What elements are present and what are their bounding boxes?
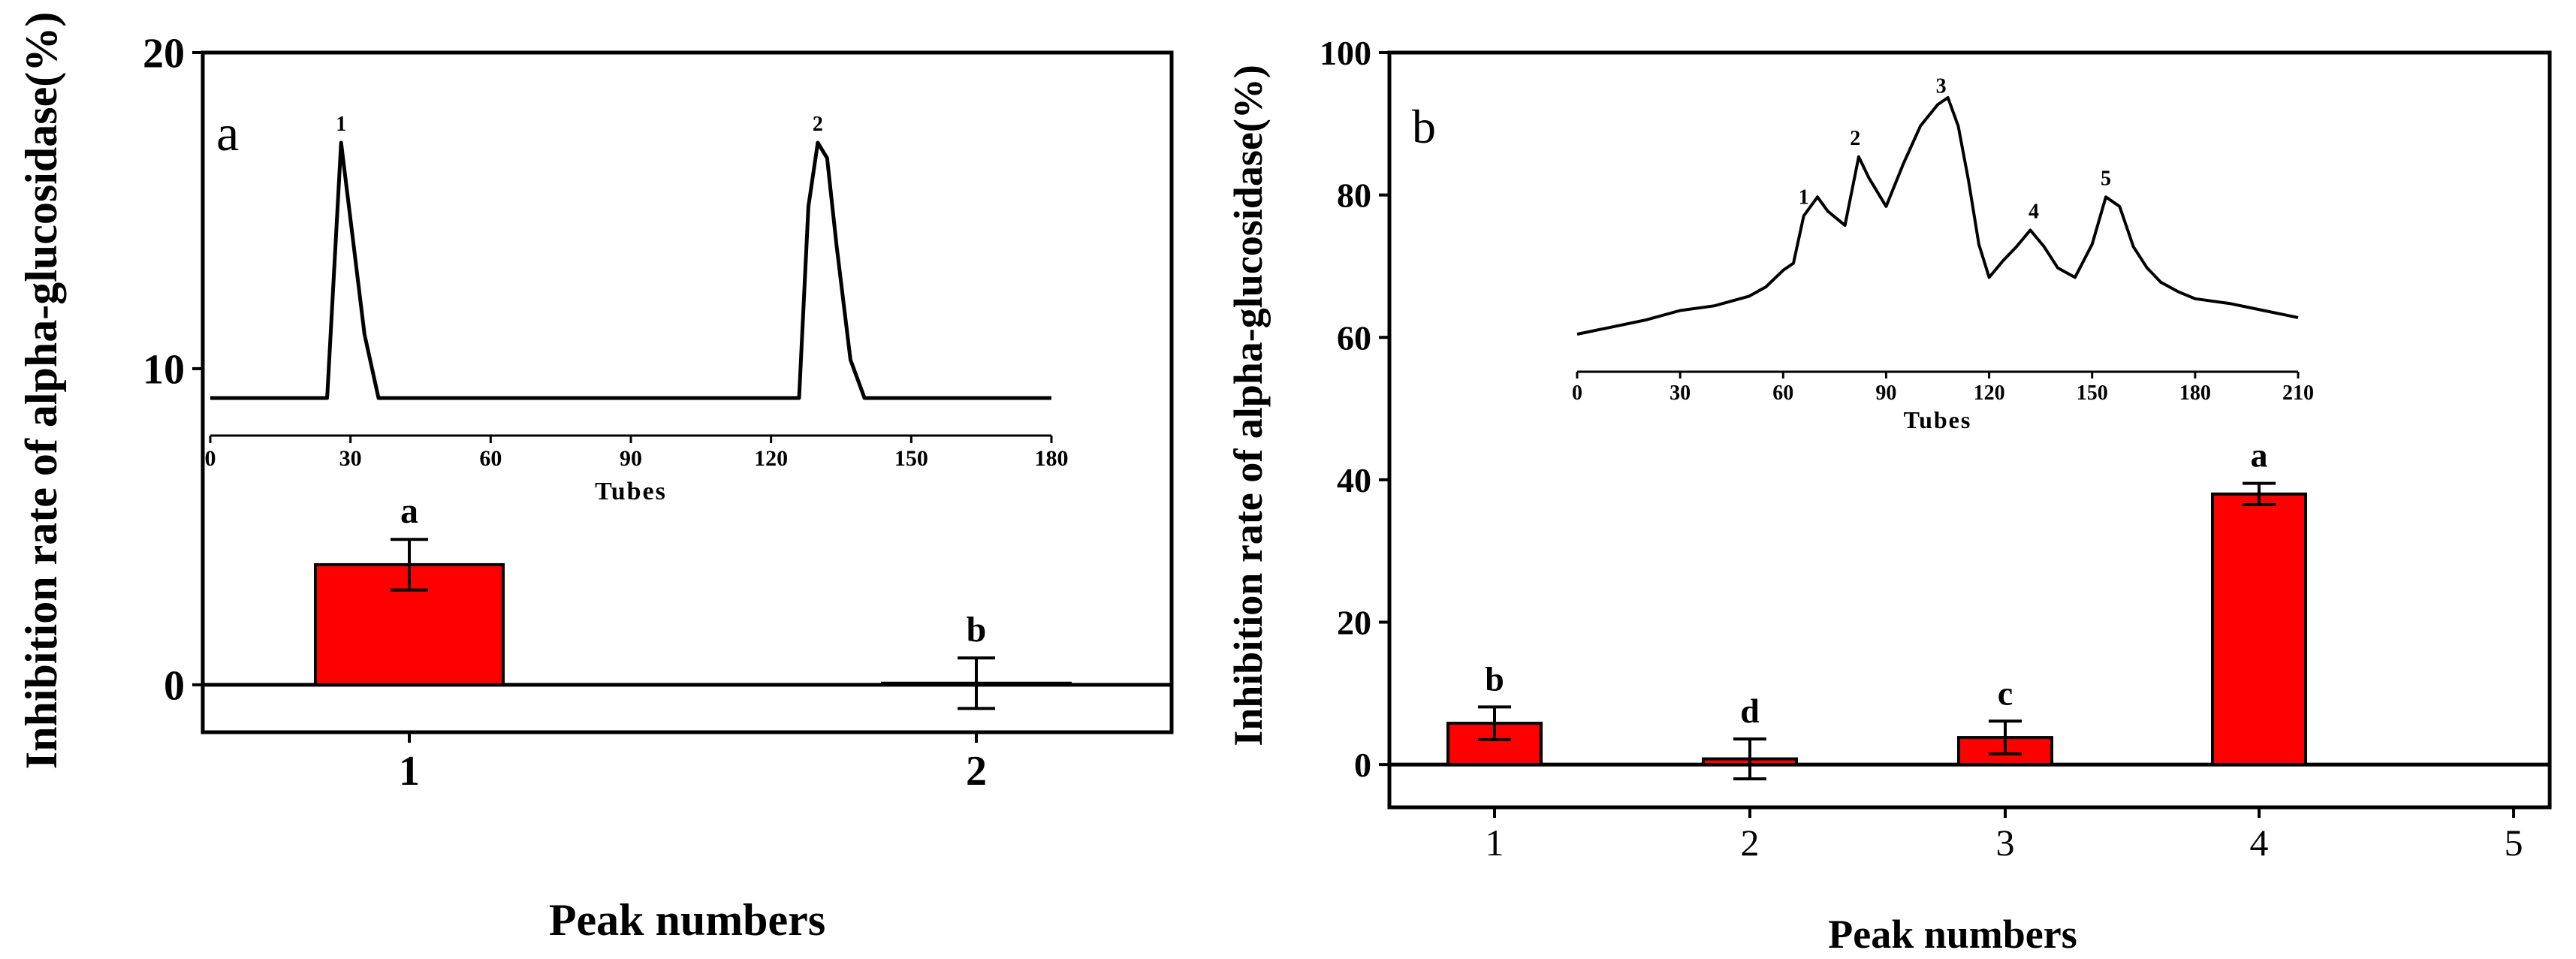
- panel-a-inset-xtick-label: 180: [1035, 446, 1069, 471]
- panel-b-significance-letter-4: a: [2251, 436, 2268, 475]
- panel-a-inset-elution-curve: [210, 140, 1051, 400]
- panel-a-ytick-label: 20: [143, 31, 185, 77]
- panel-a-inset-x-axis-label: Tubes: [595, 478, 667, 505]
- panel-a-significance-letter-2: b: [967, 610, 987, 650]
- panel-b-inset-xtick-label: 60: [1772, 381, 1793, 405]
- panel-a-xtick-label: 2: [966, 748, 987, 795]
- panel-b-inset-peak-label-3: 3: [1936, 74, 1947, 98]
- panel-a-inset-xtick-label: 120: [754, 446, 788, 471]
- panel-b-xtick-label: 5: [2505, 822, 2523, 864]
- panel-b-ytick-label: 40: [1337, 461, 1371, 499]
- panel-a-inset-xtick-label: 150: [894, 446, 928, 471]
- panel-a-inset-xtick-label: 0: [205, 446, 216, 471]
- panel-a-significance-letter-1: a: [400, 491, 418, 531]
- panel-a-ytick-label: 0: [164, 662, 185, 709]
- panel-b-significance-letter-2: d: [1740, 692, 1760, 730]
- panel-a-inset-xtick-label: 60: [479, 446, 502, 471]
- panel-a-ytick-label: 10: [143, 347, 185, 394]
- panel-b-xtick-label: 1: [1486, 822, 1504, 864]
- panel-b-xtick-label: 4: [2250, 822, 2269, 864]
- panel-b-inset-xtick-label: 120: [1974, 381, 2005, 405]
- panel-a-inset-peak-label-1: 1: [336, 113, 346, 136]
- panel-b-inset-peak-label-2: 2: [1850, 127, 1860, 150]
- panel-b-inset-xtick-label: 90: [1875, 381, 1896, 405]
- panel-a-inset-xtick-label: 30: [339, 446, 362, 471]
- panel-b-ytick-label: 80: [1337, 176, 1371, 215]
- panel-b-inset-peak-label-5: 5: [2101, 167, 2111, 190]
- panel-b-y-axis-label: Inhibition rate of alpha-glucosidase(%): [1226, 65, 1271, 746]
- panel-b-letter: b: [1412, 100, 1436, 153]
- panel-b-inset-xtick-label: 150: [2077, 381, 2108, 405]
- panel-a-x-axis-label: Peak numbers: [549, 895, 825, 945]
- panel-b-significance-letter-1: b: [1485, 659, 1504, 698]
- panel-b-inset-xtick-label: 0: [1572, 381, 1582, 405]
- panel-b-xtick-label: 3: [1996, 822, 2015, 864]
- panel-a-y-axis-label: Inhibition rate of alpha-glucosidase(%): [17, 12, 66, 769]
- panel-a-inset-peak-label-2: 2: [813, 113, 823, 136]
- panel-a-xtick-label: 1: [399, 748, 420, 795]
- panel-b-inset-xtick-label: 180: [2179, 381, 2211, 405]
- panel-b-ytick-label: 100: [1320, 34, 1371, 72]
- panel-b-xtick-label: 2: [1741, 822, 1760, 864]
- panel-b-ytick-label: 20: [1337, 604, 1371, 642]
- panel-b-inset-peak-label-4: 4: [2029, 200, 2039, 223]
- panel-a-inset-xtick-label: 90: [620, 446, 642, 471]
- panel-b-inset-elution-curve: [1576, 96, 2299, 336]
- panel-b-ytick-label: 60: [1337, 318, 1371, 357]
- panel-b-inset-xtick-label: 210: [2282, 381, 2314, 405]
- panel-b-ytick-label: 0: [1354, 746, 1371, 784]
- panel-b-frame: [1387, 50, 2552, 810]
- panel-b-inset-peak-label-1: 1: [1799, 186, 1809, 210]
- panel-b-significance-letter-3: c: [1998, 674, 2013, 712]
- panel-b-inset-x-axis-label: Tubes: [1904, 406, 1972, 433]
- panel-b-bar-4: [2211, 492, 2307, 767]
- panel-b-x-axis-label: Peak numbers: [1828, 912, 2077, 957]
- panel-a-letter: a: [216, 104, 239, 161]
- panel-a-frame: [201, 50, 1174, 734]
- panel-b-inset-xtick-label: 30: [1670, 381, 1691, 405]
